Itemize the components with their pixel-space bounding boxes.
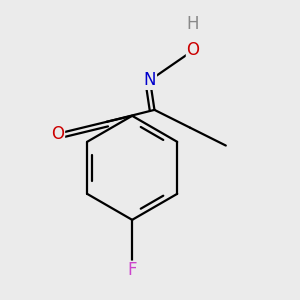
Text: H: H bbox=[187, 15, 199, 33]
Text: O: O bbox=[51, 125, 64, 143]
Text: N: N bbox=[144, 71, 156, 89]
Text: O: O bbox=[187, 41, 200, 59]
Text: F: F bbox=[128, 261, 137, 279]
